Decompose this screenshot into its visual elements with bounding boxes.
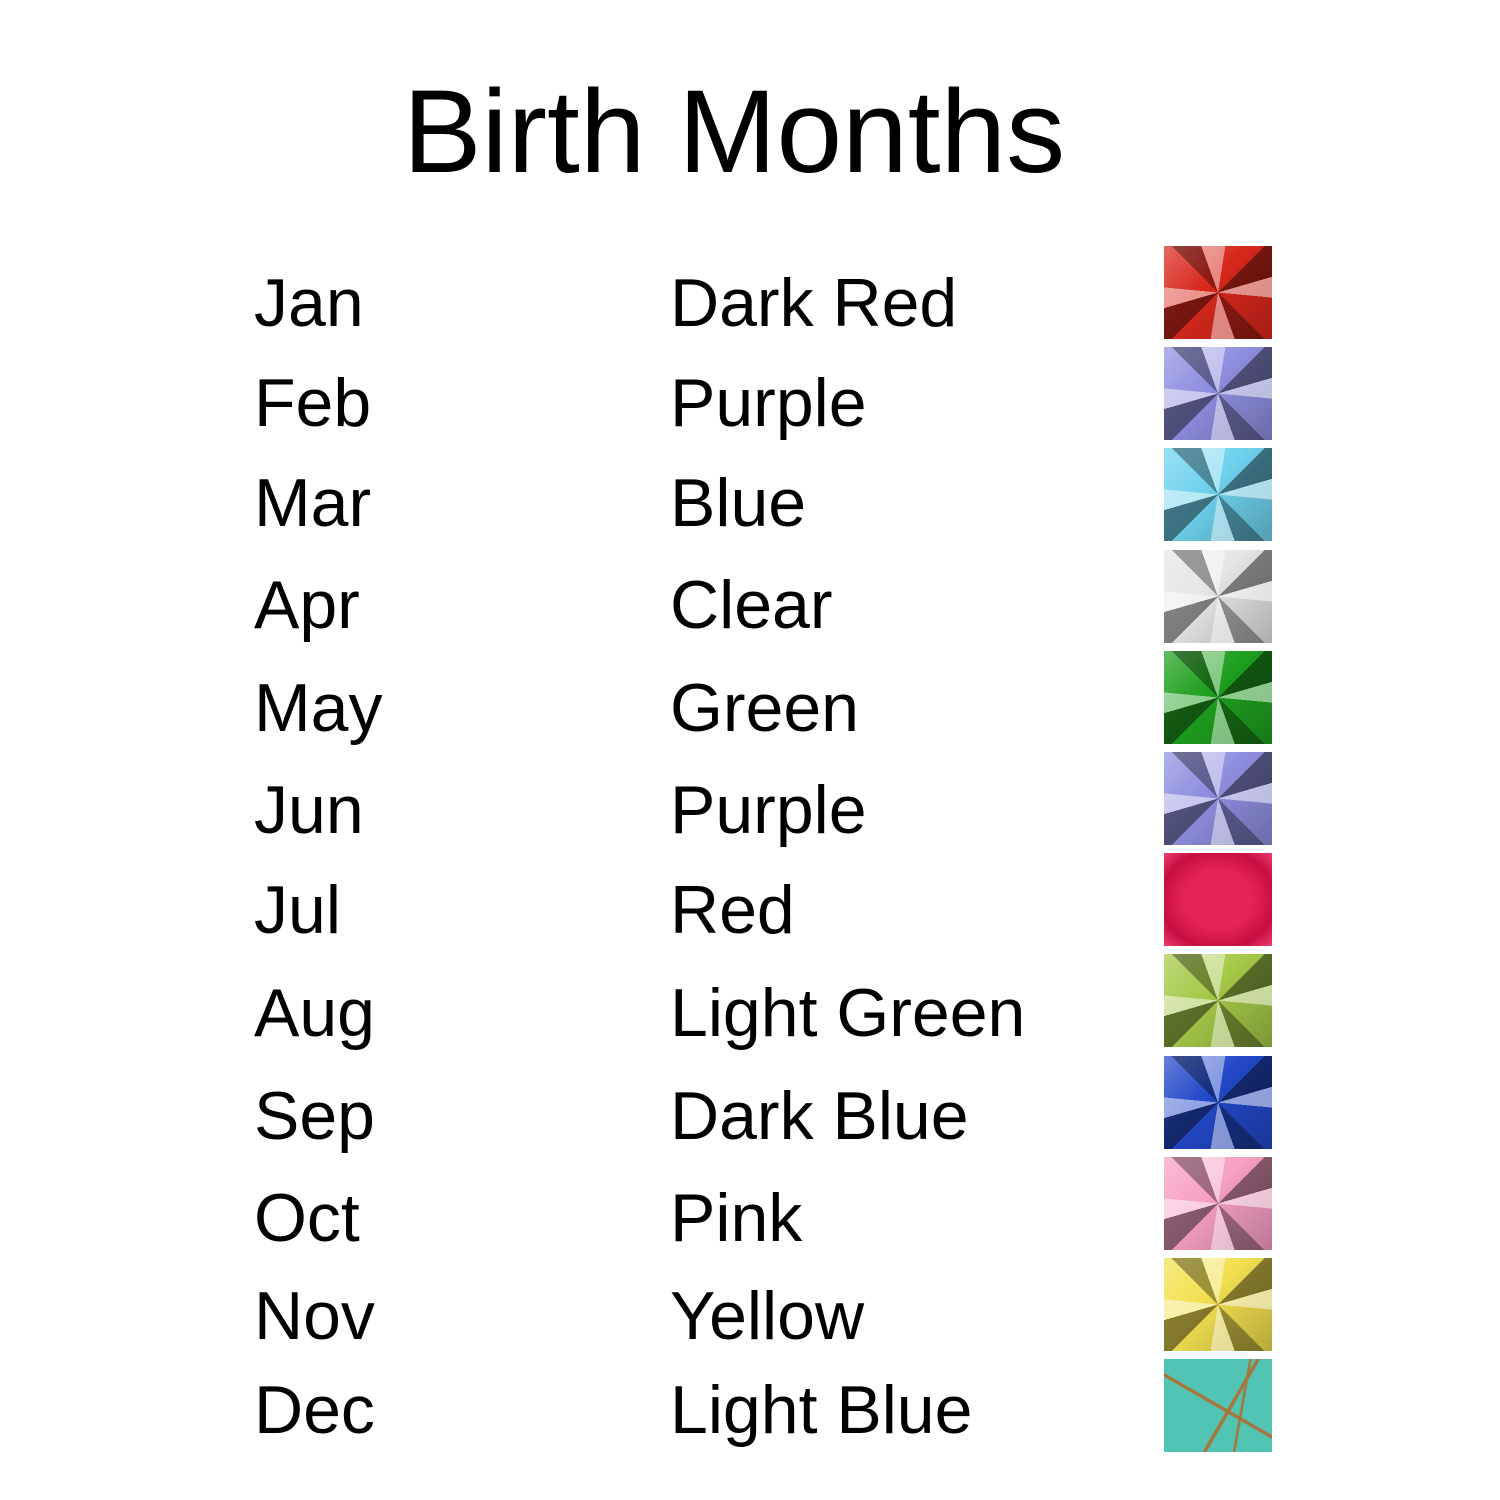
gemstone-icon bbox=[1164, 853, 1272, 947]
gemstone-icon bbox=[1164, 1156, 1272, 1250]
gem-facets bbox=[1164, 347, 1272, 441]
gem-facets bbox=[1164, 549, 1272, 643]
month-row: Mar Blue bbox=[0, 448, 1500, 553]
month-label: Mar bbox=[254, 465, 372, 541]
color-label: Purple bbox=[670, 365, 867, 441]
gemstone-icon bbox=[1164, 1359, 1272, 1453]
color-label: Green bbox=[670, 670, 859, 746]
gemstone-icon bbox=[1164, 549, 1272, 643]
month-label: Nov bbox=[254, 1278, 375, 1354]
month-row: Jun Purple bbox=[0, 752, 1500, 860]
month-label: Sep bbox=[254, 1078, 375, 1154]
month-row: Oct Pink bbox=[0, 1156, 1500, 1268]
gemstone-icon bbox=[1164, 448, 1272, 542]
gemstone-icon bbox=[1164, 650, 1272, 744]
month-label: Dec bbox=[254, 1372, 375, 1448]
gemstone-icon bbox=[1164, 1258, 1272, 1351]
month-row: Dec Light Blue bbox=[0, 1359, 1500, 1460]
color-label: Light Blue bbox=[670, 1372, 973, 1448]
month-label: Apr bbox=[254, 567, 360, 643]
color-label: Yellow bbox=[670, 1278, 865, 1354]
month-row: Nov Yellow bbox=[0, 1258, 1500, 1366]
month-label: Jan bbox=[254, 265, 364, 341]
gem-facets bbox=[1164, 752, 1272, 845]
month-label: May bbox=[254, 670, 383, 746]
gem-facets bbox=[1164, 650, 1272, 744]
month-row: Feb Purple bbox=[0, 347, 1500, 453]
color-label: Purple bbox=[670, 772, 867, 848]
color-label: Red bbox=[670, 872, 795, 948]
month-label: Feb bbox=[254, 365, 372, 441]
month-label: Jul bbox=[254, 872, 341, 948]
color-label: Pink bbox=[670, 1180, 803, 1256]
gem-facets bbox=[1164, 1258, 1272, 1351]
month-row: Sep Dark Blue bbox=[0, 1055, 1500, 1166]
month-label: Aug bbox=[254, 975, 375, 1051]
month-row: May Green bbox=[0, 650, 1500, 758]
color-label: Blue bbox=[670, 465, 807, 541]
month-row: Jul Red bbox=[0, 853, 1500, 960]
gemstone-icon bbox=[1164, 954, 1272, 1048]
gemstone-icon bbox=[1164, 752, 1272, 845]
color-label: Dark Blue bbox=[670, 1078, 969, 1154]
month-label: Oct bbox=[254, 1180, 360, 1256]
page-title: Birth Months bbox=[402, 66, 1066, 198]
gem-facets bbox=[1164, 246, 1272, 339]
gem-facets bbox=[1164, 853, 1272, 947]
color-label: Light Green bbox=[670, 975, 1026, 1051]
month-row: Apr Clear bbox=[0, 549, 1500, 655]
color-label: Dark Red bbox=[670, 265, 958, 341]
gem-facets bbox=[1164, 954, 1272, 1048]
gem-facets bbox=[1164, 448, 1272, 542]
month-row: Jan Dark Red bbox=[0, 246, 1500, 353]
gemstone-icon bbox=[1164, 1055, 1272, 1149]
month-row: Aug Light Green bbox=[0, 954, 1500, 1063]
gem-facets bbox=[1164, 1055, 1272, 1149]
color-label: Clear bbox=[670, 567, 833, 643]
gemstone-icon bbox=[1164, 246, 1272, 339]
gem-facets bbox=[1164, 1156, 1272, 1250]
gemstone-icon bbox=[1164, 347, 1272, 441]
gem-facets bbox=[1164, 1359, 1272, 1453]
month-label: Jun bbox=[254, 772, 364, 848]
